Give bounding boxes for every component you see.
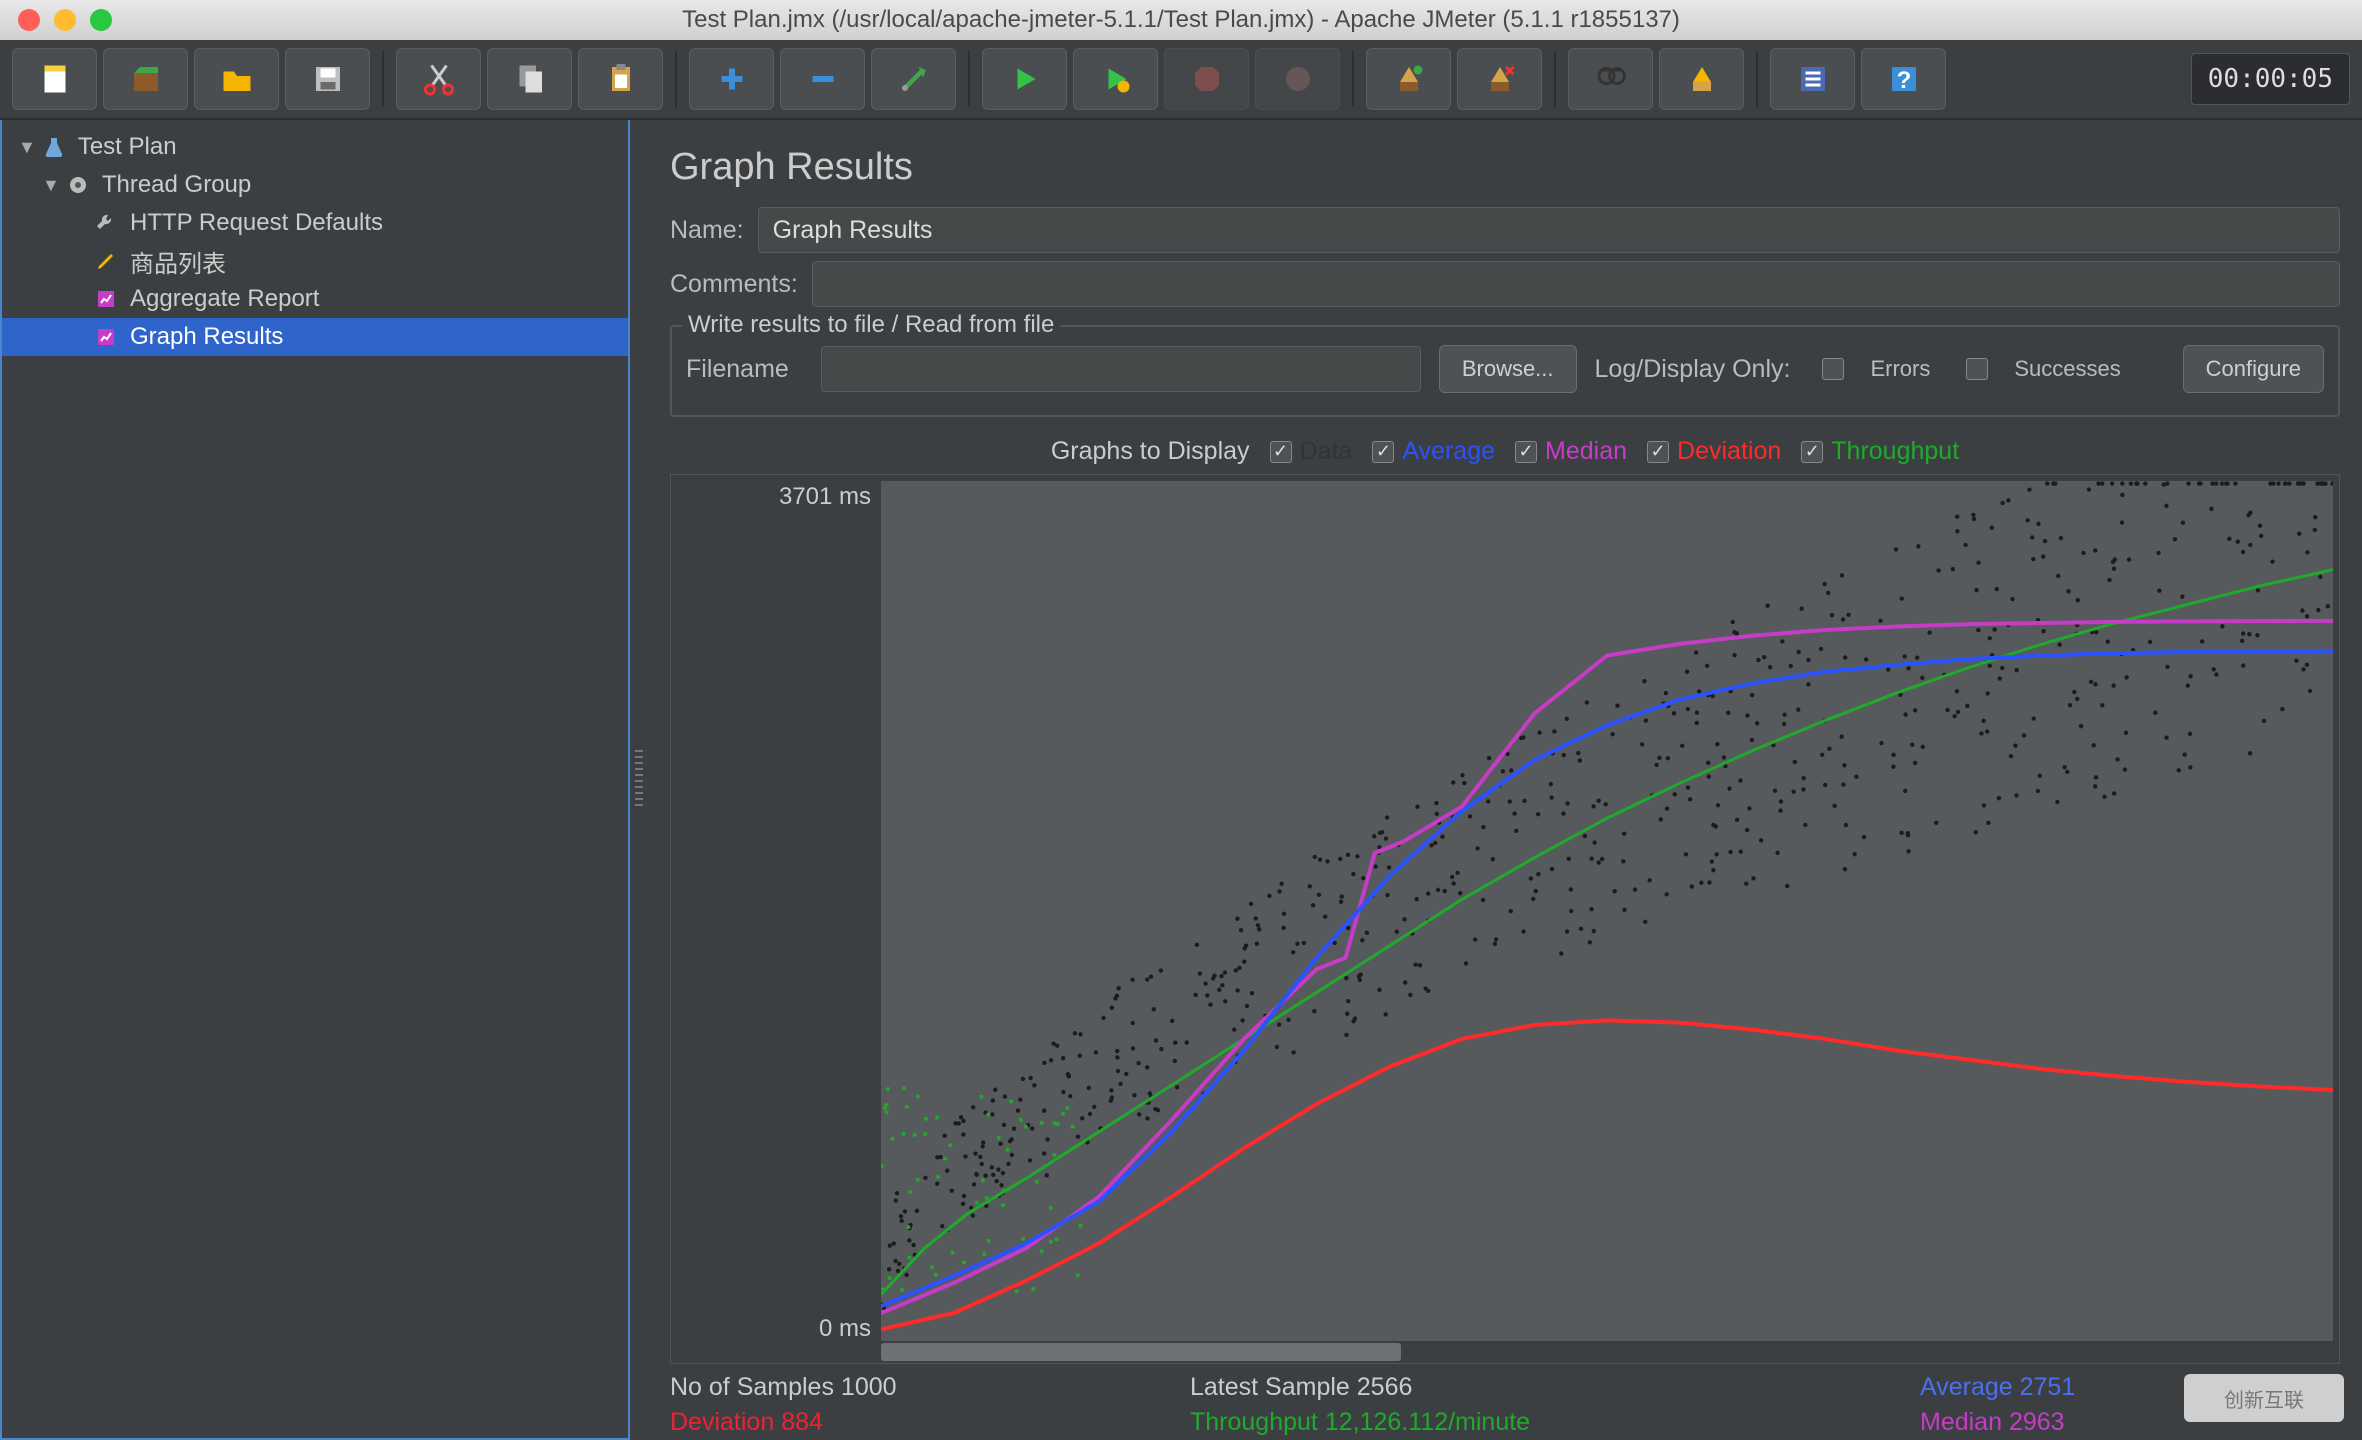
start-noTimers-button[interactable] [1073,48,1158,110]
clear-all-button[interactable] [1457,48,1542,110]
med-val: 2963 [2009,1408,2065,1436]
copy-button[interactable] [487,48,572,110]
throughput-checkbox[interactable] [1801,441,1823,463]
comments-label: Comments: [670,270,798,299]
tree-item-label: Aggregate Report [130,285,319,313]
chart-area: 3701 ms 0 ms [670,474,2340,1364]
tree-item-label: Test Plan [78,133,177,161]
tree-item[interactable]: 商品列表 [2,242,628,280]
start-button[interactable] [982,48,1067,110]
successes-checkbox[interactable] [1966,358,1988,380]
tree-item[interactable]: Aggregate Report [2,280,628,318]
report-icon [92,323,120,351]
tree-item-label: Thread Group [102,171,251,199]
chart-canvas [881,481,2333,1341]
flask-icon [40,133,68,161]
ymax-label: 3701 ms [779,483,871,511]
search-button[interactable] [1568,48,1653,110]
svg-text:?: ? [1896,67,1911,94]
pencil-icon [92,247,120,275]
med-key: Median [1920,1408,2002,1436]
tree-item[interactable]: HTTP Request Defaults [2,204,628,242]
average-legend: Average [1402,437,1495,466]
avg-val: 2751 [2020,1373,2076,1401]
watermark: 创新互联 [2184,1374,2344,1422]
file-fieldset: Write results to file / Read from file F… [670,325,2340,417]
stats-row: No of Samples 1000 Latest Sample 2566 Av… [670,1370,2340,1440]
titlebar: Test Plan.jmx (/usr/local/apache-jmeter-… [0,0,2362,40]
function-helper-button[interactable] [1770,48,1855,110]
name-input[interactable] [758,207,2340,253]
shutdown-button[interactable] [1255,48,1340,110]
deviation-checkbox[interactable] [1647,441,1669,463]
samples-key: No of Samples [670,1373,834,1401]
elapsed-timer: 00:00:05 [2191,53,2350,105]
deviation-legend: Deviation [1677,437,1781,466]
templates-button[interactable] [103,48,188,110]
open-button[interactable] [194,48,279,110]
browse-button[interactable]: Browse... [1439,345,1577,393]
configure-button[interactable]: Configure [2183,345,2324,393]
panel-heading: Graph Results [670,146,2340,189]
tree-item-label: Graph Results [130,323,283,351]
data-checkbox[interactable] [1270,441,1292,463]
median-checkbox[interactable] [1515,441,1537,463]
successes-label: Successes [2014,356,2120,382]
tree-item[interactable]: ▼Thread Group [2,166,628,204]
samples-val: 1000 [841,1373,897,1401]
test-plan-tree[interactable]: ▼Test Plan▼Thread Group HTTP Request Defa… [0,120,630,1440]
collapse-button[interactable] [780,48,865,110]
fieldset-legend: Write results to file / Read from file [682,311,1060,339]
avg-key: Average [1920,1373,2013,1401]
errors-checkbox[interactable] [1822,358,1844,380]
ymin-label: 0 ms [819,1315,871,1343]
toolbar: ? 00:00:05 [0,40,2362,120]
help-button[interactable]: ? [1861,48,1946,110]
comments-input[interactable] [812,261,2340,307]
toggle-button[interactable] [871,48,956,110]
tree-item-label: HTTP Request Defaults [130,209,383,237]
latest-key: Latest Sample [1190,1373,1350,1401]
stop-button[interactable] [1164,48,1249,110]
tree-item-label: 商品列表 [130,244,226,279]
content-panel: Graph Results Name: Comments: Write resu… [648,120,2362,1440]
wrench-icon [92,209,120,237]
dev-key: Deviation [670,1408,774,1436]
reset-search-button[interactable] [1659,48,1744,110]
splitter[interactable] [630,120,648,1440]
chart-scrollbar[interactable] [881,1343,1401,1361]
new-button[interactable] [12,48,97,110]
average-checkbox[interactable] [1372,441,1394,463]
logdisplay-label: Log/Display Only: [1595,355,1791,384]
expand-button[interactable] [689,48,774,110]
median-legend: Median [1545,437,1627,466]
tree-item[interactable]: ▼Test Plan [2,128,628,166]
clear-button[interactable] [1366,48,1451,110]
graphs-label: Graphs to Display [1051,437,1250,466]
window-title: Test Plan.jmx (/usr/local/apache-jmeter-… [0,6,2362,34]
report-icon [92,285,120,313]
data-legend: Data [1300,437,1353,466]
gear-icon [64,171,92,199]
filename-input[interactable] [821,346,1421,392]
tree-item[interactable]: Graph Results [2,318,628,356]
paste-button[interactable] [578,48,663,110]
graphs-to-display: Graphs to Display Data Average Median De… [670,437,2340,466]
errors-label: Errors [1870,356,1930,382]
dev-val: 884 [781,1408,823,1436]
thr-key: Throughput [1190,1408,1318,1436]
throughput-legend: Throughput [1831,437,1959,466]
thr-val: 12,126.112/minute [1325,1408,1530,1436]
name-label: Name: [670,216,744,245]
filename-label: Filename [686,355,789,384]
save-button[interactable] [285,48,370,110]
cut-button[interactable] [396,48,481,110]
latest-val: 2566 [1357,1373,1413,1401]
